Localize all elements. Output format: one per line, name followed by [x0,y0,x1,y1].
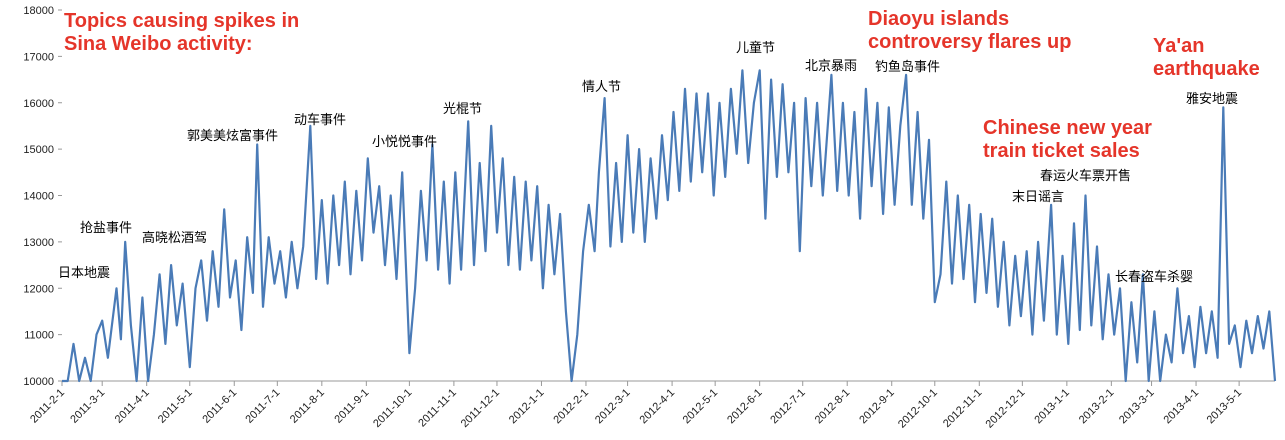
x-tick-label: 2011-6-1 [200,387,239,426]
y-tick-label: 11000 [24,330,54,342]
x-tick-label: 2013-1-1 [1032,387,1072,427]
series-line [62,69,1277,383]
event-label: 春运火车票开售 [1040,168,1131,183]
x-tick-label: 2011-8-1 [288,387,327,426]
x-tick-label: 2012-4-1 [638,387,678,427]
event-label: 小悦悦事件 [372,134,437,149]
annotation-line: controversy flares up [868,31,1071,53]
x-tick-label: 2012-6-1 [725,387,765,427]
x-tick-label: 2011-10-1 [371,387,414,430]
event-label: 光棍节 [443,101,482,116]
event-label: 钓鱼岛事件 [875,59,940,74]
x-tick-label: 2012-1-1 [507,387,547,427]
event-label: 高晓松酒驾 [142,230,207,245]
x-tick-label: 2011-4-1 [113,387,152,426]
x-tick-label: 2012-8-1 [813,387,853,427]
event-label: 雅安地震 [1186,91,1238,106]
annotation-line: Ya'an [1153,35,1204,57]
x-tick-label: 2011-9-1 [332,387,371,426]
event-label: 郭美美炫富事件 [187,128,278,143]
annotation-line: Sina Weibo activity: [64,33,253,55]
x-tick-label: 2012-10-1 [896,387,940,431]
x-tick-label: 2012-12-1 [984,387,1028,431]
x-tick-label: 2013-4-1 [1162,387,1202,427]
x-tick-label: 2011-7-1 [243,387,282,426]
x-tick-label: 2011-3-1 [68,387,107,426]
x-tick-label: 2011-12-1 [459,387,502,430]
event-label: 情人节 [582,79,621,94]
annotation: Diaoyu islands controversy flares up [868,8,1071,53]
annotation-line: earthquake [1153,58,1260,80]
y-tick-label: 18000 [23,5,54,17]
x-tick-label: 2012-7-1 [768,387,808,427]
annotation: Chinese new year train ticket sales [983,117,1152,162]
x-tick-label: 2012-3-1 [593,387,633,427]
x-tick-label: 2013-2-1 [1077,387,1117,427]
event-label: 日本地震 [58,265,110,280]
x-tick-label: 2013-3-1 [1117,387,1157,427]
event-label: 长春盗车杀婴 [1115,269,1193,284]
y-tick-label: 13000 [23,237,54,249]
event-label: 末日谣言 [1012,189,1064,204]
x-tick-label: 2011-5-1 [156,387,195,426]
event-label: 北京暴雨 [805,58,857,73]
y-tick-label: 15000 [23,144,54,156]
x-tick-label: 2012-5-1 [681,387,721,427]
y-tick-label: 10000 [23,376,54,388]
y-tick-label: 16000 [23,98,54,110]
x-tick-label: 2012-9-1 [857,387,897,427]
event-label: 儿童节 [736,40,775,55]
y-tick-label: 17000 [23,51,54,63]
annotation: Ya'an earthquake [1153,35,1260,80]
event-label: 抢盐事件 [80,220,132,235]
x-tick-label: 2011-2-1 [28,387,67,426]
x-tick-label: 2012-11-1 [941,387,984,430]
x-tick-label: 2013-5-1 [1205,387,1245,427]
annotation-line: Chinese new year [983,117,1152,139]
y-tick-label: 14000 [23,191,54,203]
event-label: 动车事件 [294,112,346,127]
x-tick-label: 2011-11-1 [416,387,459,430]
annotation-line: Topics causing spikes in [64,10,299,32]
annotation-line: train ticket sales [983,140,1140,162]
y-tick-label: 12000 [23,283,54,295]
x-tick-label: 2012-2-1 [551,387,591,427]
annotation-line: Diaoyu islands [868,8,1009,30]
annotation: Topics causing spikes in Sina Weibo activ… [64,10,299,55]
